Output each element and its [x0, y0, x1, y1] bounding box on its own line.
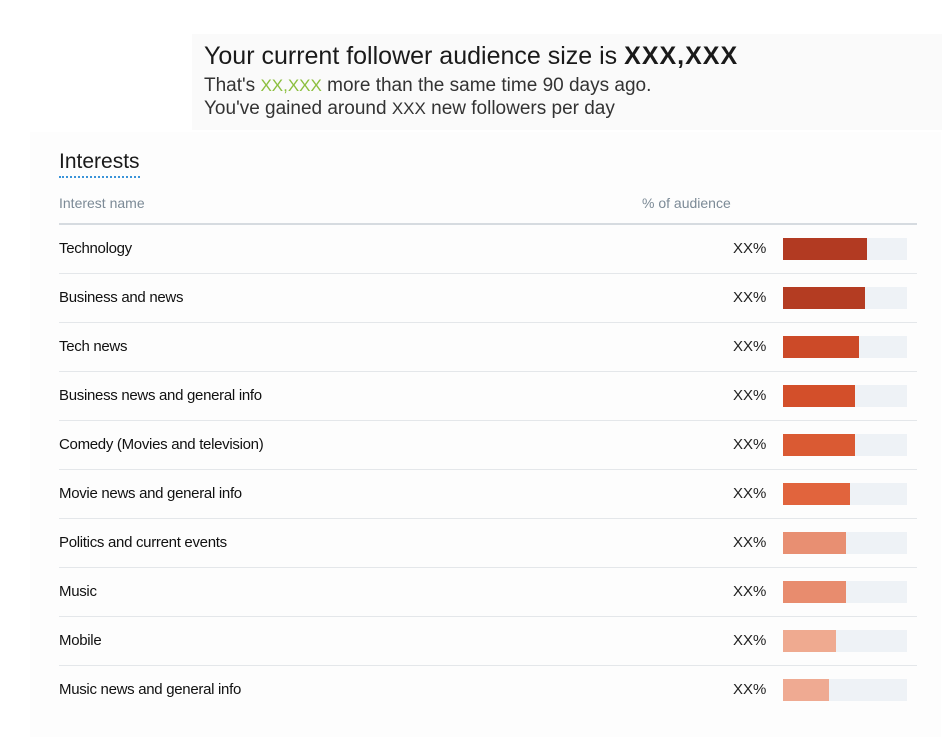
interest-percent: XX%	[733, 289, 767, 306]
audience-bar	[783, 679, 829, 701]
interest-percent: XX%	[733, 681, 767, 698]
audience-bar-track	[783, 434, 907, 456]
interest-name: Technology	[59, 240, 132, 257]
audience-bar	[783, 336, 859, 358]
growth-summary-line: That's XX,XXX more than the same time 90…	[204, 75, 651, 97]
audience-bar-track	[783, 532, 907, 554]
interest-name: Movie news and general info	[59, 485, 242, 502]
audience-bar-track	[783, 483, 907, 505]
interest-name: Comedy (Movies and television)	[59, 436, 264, 453]
interest-name: Politics and current events	[59, 534, 227, 551]
audience-bar	[783, 385, 855, 407]
interest-percent: XX%	[733, 338, 767, 355]
interests-title[interactable]: Interests	[59, 150, 140, 178]
table-row: Business news and general info XX%	[59, 372, 917, 421]
daily-gain-prefix: You've gained around	[204, 98, 392, 119]
audience-bar	[783, 532, 847, 554]
table-row: Music news and general info XX%	[59, 666, 917, 714]
audience-bar	[783, 630, 837, 652]
table-row: Politics and current events XX%	[59, 519, 917, 568]
daily-gain-line: You've gained around XXX new followers p…	[204, 98, 615, 120]
interest-name: Music news and general info	[59, 681, 242, 698]
growth-value: XX,XXX	[260, 76, 322, 95]
audience-bar-track	[783, 679, 907, 701]
audience-bar-track	[783, 630, 907, 652]
audience-bar-track	[783, 581, 907, 603]
interest-percent: XX%	[733, 436, 767, 453]
interest-name: Mobile	[59, 632, 102, 649]
table-row: Technology XX%	[59, 225, 917, 274]
interest-percent: XX%	[733, 387, 767, 404]
audience-bar	[783, 287, 865, 309]
table-row: Movie news and general info XX%	[59, 470, 917, 519]
header-divider	[59, 223, 917, 225]
interest-name: Tech news	[59, 338, 128, 355]
audience-size-value: XXX,XXX	[624, 42, 739, 70]
audience-summary: Your current follower audience size is X…	[192, 34, 942, 130]
audience-bar	[783, 581, 847, 603]
audience-bar	[783, 483, 850, 505]
table-row: Business and news XX%	[59, 274, 917, 323]
audience-bar-track	[783, 385, 907, 407]
table-row: Music XX%	[59, 568, 917, 617]
interest-percent: XX%	[733, 534, 767, 551]
interest-name-column-header: Interest name	[59, 195, 145, 211]
audience-size-heading: Your current follower audience size is X…	[204, 42, 738, 71]
interest-percent: XX%	[733, 632, 767, 649]
interest-percent: XX%	[733, 485, 767, 502]
audience-bar-track	[783, 238, 907, 260]
growth-prefix: That's	[204, 75, 261, 96]
interest-percent: XX%	[733, 240, 767, 257]
table-row: Comedy (Movies and television) XX%	[59, 421, 917, 470]
daily-gain-suffix: new followers per day	[425, 98, 615, 119]
audience-percent-column-header: % of audience	[642, 195, 731, 211]
audience-size-prefix: Your current follower audience size is	[204, 42, 625, 70]
audience-bar	[783, 238, 868, 260]
table-row: Tech news XX%	[59, 323, 917, 372]
growth-suffix: more than the same time 90 days ago.	[321, 75, 652, 96]
interests-table: Technology XX% Business and news XX% Tec…	[59, 225, 917, 714]
audience-bar-track	[783, 336, 907, 358]
interest-name: Business and news	[59, 289, 184, 306]
interest-name: Business news and general info	[59, 387, 262, 404]
interests-panel: Interests Interest name % of audience Te…	[30, 132, 941, 737]
audience-bar-track	[783, 287, 907, 309]
daily-gain-value: XXX	[391, 99, 426, 118]
audience-bar	[783, 434, 855, 456]
interest-name: Music	[59, 583, 97, 600]
interest-percent: XX%	[733, 583, 767, 600]
table-row: Mobile XX%	[59, 617, 917, 666]
